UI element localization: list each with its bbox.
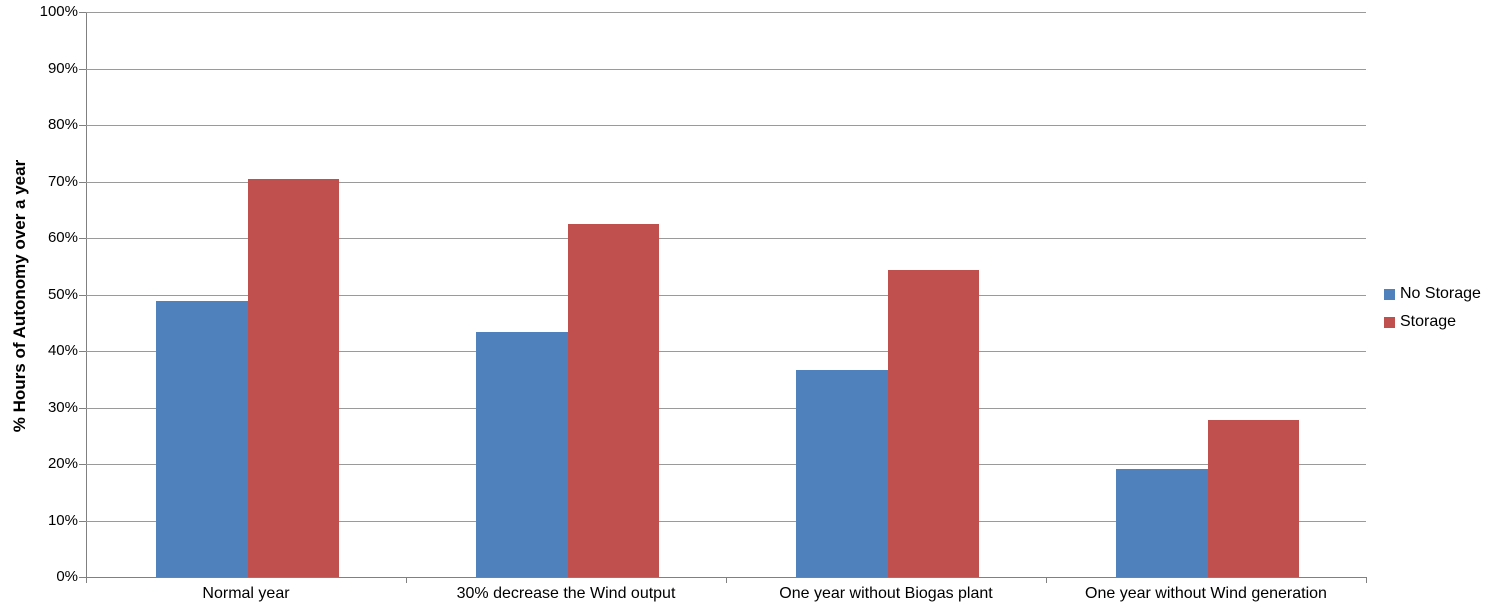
gridline xyxy=(86,12,1366,13)
gridline xyxy=(86,294,1366,296)
legend: No Storage Storage xyxy=(1384,285,1481,341)
plot-area xyxy=(79,12,1367,583)
x-axis-tick xyxy=(406,577,407,583)
y-axis-tick xyxy=(79,294,86,296)
x-axis-tick xyxy=(1366,577,1367,583)
y-axis-tick-label: 20% xyxy=(47,455,78,472)
bar-no-storage-30-decrease-the-wind-output xyxy=(476,331,568,577)
legend-label: No Storage xyxy=(1400,285,1481,302)
y-axis-tick xyxy=(79,407,86,409)
legend-item-storage: Storage xyxy=(1384,313,1481,331)
legend-swatch-icon xyxy=(1384,316,1395,328)
y-axis-tick xyxy=(79,181,86,183)
legend-label: Storage xyxy=(1400,313,1457,330)
bar-storage-normal-year xyxy=(247,179,339,577)
gridline xyxy=(86,238,1366,239)
legend-item-no-storage: No Storage xyxy=(1384,285,1481,303)
bar-no-storage-one-year-without-wind-generation xyxy=(1116,468,1208,577)
category-label-one-year-without-biogas-plant: One year without Biogas plant xyxy=(779,585,993,602)
y-axis-tick-label: 100% xyxy=(39,3,78,20)
y-axis-tick-label: 60% xyxy=(47,229,78,246)
y-axis-tick xyxy=(79,238,86,239)
category-label-normal-year: Normal year xyxy=(202,585,290,602)
bar-no-storage-normal-year xyxy=(156,300,248,577)
x-axis-tick xyxy=(1046,577,1047,583)
x-axis-tick xyxy=(86,577,87,583)
y-axis-tick-label: 40% xyxy=(47,342,78,359)
y-axis-tick xyxy=(79,577,86,578)
category-label-30-decrease-the-wind-output: 30% decrease the Wind output xyxy=(456,585,676,602)
y-axis-tick-label: 50% xyxy=(47,285,78,303)
legend-swatch-icon xyxy=(1384,288,1395,300)
y-axis-tick xyxy=(79,464,86,465)
y-axis-tick xyxy=(79,125,86,126)
x-axis-tick xyxy=(726,577,727,583)
y-axis-tick-label: 80% xyxy=(47,116,78,133)
y-axis-tick-label: 0% xyxy=(56,568,78,585)
bar-no-storage-one-year-without-biogas-plant xyxy=(796,369,888,577)
gridline xyxy=(86,407,1366,409)
y-axis-tick xyxy=(79,12,86,13)
bar-storage-one-year-without-wind-generation xyxy=(1207,419,1299,577)
gridline xyxy=(86,125,1366,126)
bar-storage-30-decrease-the-wind-output xyxy=(567,223,659,577)
y-axis-tick xyxy=(79,68,86,70)
y-axis-tick xyxy=(79,351,86,352)
y-axis-tick-label: 30% xyxy=(47,398,78,416)
y-axis-tick-label: 10% xyxy=(47,511,78,529)
y-axis-tick-label: 70% xyxy=(47,172,78,190)
gridline xyxy=(86,68,1366,70)
bar-storage-one-year-without-biogas-plant xyxy=(887,269,979,577)
gridline xyxy=(86,464,1366,465)
gridline xyxy=(86,520,1366,522)
y-axis-tick xyxy=(79,520,86,522)
category-label-one-year-without-wind-generation: One year without Wind generation xyxy=(1085,585,1327,602)
gridline xyxy=(86,351,1366,352)
x-axis-category-labels: Normal year 30% decrease the Wind output O… xyxy=(86,584,1366,604)
y-axis-tick-label: 90% xyxy=(47,59,78,77)
gridline xyxy=(86,181,1366,183)
